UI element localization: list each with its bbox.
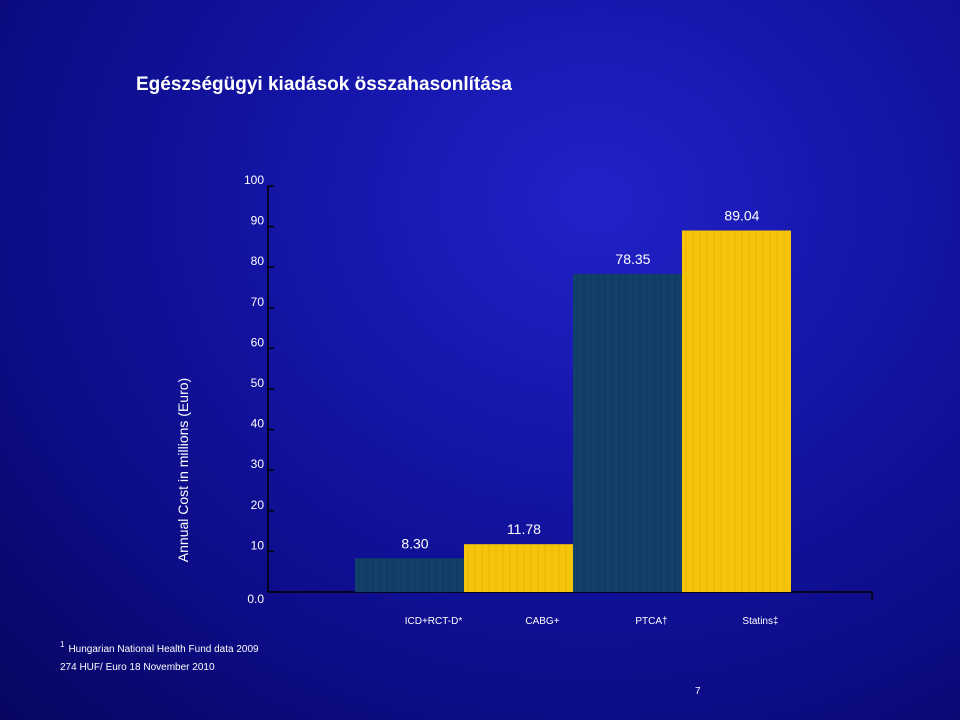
bar — [355, 558, 464, 592]
slide-title: Egészségügyi kiadások összahasonlítása — [136, 74, 512, 95]
x-category-label: Statins‡ — [742, 616, 778, 627]
bar-value-label: 11.78 — [507, 521, 541, 537]
footnote-exchange-rate: 274 HUF/ Euro 18 November 2010 — [60, 662, 215, 673]
y-tick-label: 40 — [251, 417, 265, 431]
bar — [573, 273, 682, 592]
bar-value-label: 89.04 — [724, 207, 759, 223]
y-tick-label: 50 — [251, 376, 265, 390]
y-tick-label: 20 — [251, 498, 265, 512]
y-tick-label: 30 — [251, 457, 265, 471]
bar — [464, 544, 573, 592]
x-category-label: PTCA† — [635, 616, 667, 627]
x-category-label: CABG+ — [525, 616, 559, 627]
chart-bars — [355, 230, 791, 592]
y-tick-label: 70 — [251, 295, 265, 309]
y-tick-label: 60 — [251, 335, 265, 349]
y-tick-label: 10 — [251, 538, 265, 552]
y-tick-label: 90 — [251, 214, 265, 228]
footnote-source: 1 Hungarian National Health Fund data 200… — [60, 640, 259, 655]
footnote-source-text: Hungarian National Health Fund data 2009 — [68, 644, 259, 655]
y-tick-label: 0.0 — [247, 592, 264, 606]
y-tick-label: 100 — [244, 173, 264, 187]
x-category-label: ICD+RCT-D* — [405, 616, 463, 627]
page-number: 7 — [695, 686, 701, 697]
bar-value-label: 8.30 — [401, 535, 428, 551]
chart-labels: 0.0 10 20 30 40 50 60 70 80 90 100 Annual Cost in m… — [175, 173, 779, 627]
y-axis-label: Annual Cost in millions (Euro) — [175, 378, 191, 562]
bar-value-label: 78.35 — [615, 251, 650, 267]
bar — [682, 230, 791, 592]
footnote-marker: 1 — [60, 640, 65, 649]
y-tick-label: 80 — [251, 254, 265, 268]
